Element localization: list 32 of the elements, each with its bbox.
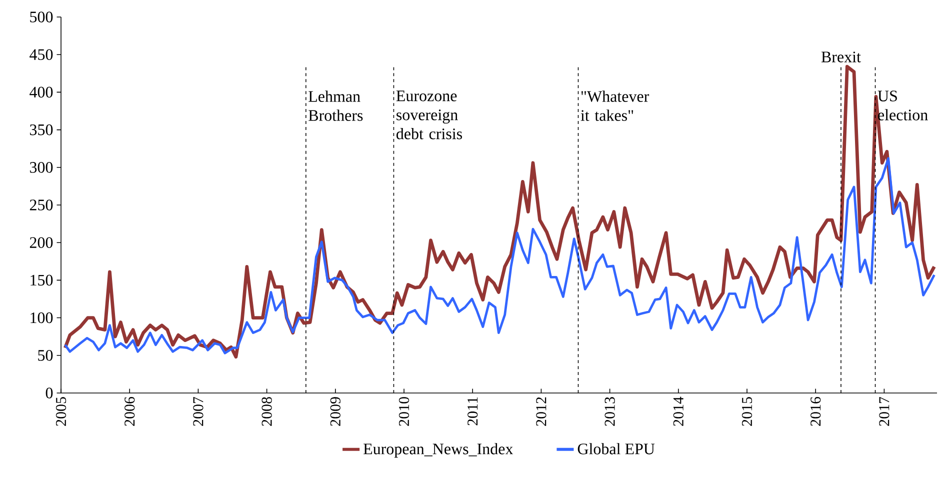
- ref-line-label: Lehman Brothers: [308, 90, 363, 121]
- x-tick-label: 2012: [536, 397, 546, 426]
- y-tick-label: 0: [46, 388, 53, 398]
- ref-line-label: "Whatever it takes": [580, 90, 650, 121]
- x-tick-label: 2010: [398, 397, 410, 426]
- x-tick-label: 2009: [330, 397, 340, 426]
- x-tick-label: 2005: [56, 397, 66, 426]
- ref-line-label: Brexit: [821, 52, 861, 62]
- y-tick-label: 500: [30, 12, 53, 22]
- y-tick-label: 300: [30, 162, 53, 173]
- y-tick-label: 450: [30, 49, 53, 60]
- y-tick-label: 100: [30, 312, 53, 324]
- x-tick-label: 2011: [468, 397, 478, 426]
- x-tick-label: 2016: [810, 396, 821, 426]
- line-series: [64, 157, 936, 354]
- y-tick-label: 400: [30, 86, 53, 98]
- x-tick-label: 2013: [604, 397, 615, 426]
- x-tick-label: 2014: [673, 396, 684, 426]
- x-tick-label: 2008: [262, 397, 272, 426]
- x-tick-label: 2017: [879, 396, 890, 426]
- y-tick-label: 350: [30, 124, 53, 136]
- y-tick-label: 250: [30, 200, 53, 210]
- x-tick-label: 2015: [742, 397, 752, 426]
- legend-label: Global EPU: [578, 443, 655, 454]
- line-series: [63, 64, 936, 359]
- y-tick-label: 150: [30, 274, 53, 286]
- y-tick-label: 50: [38, 350, 53, 361]
- ref-line-label: Eurozone sovereign debt crisis: [396, 90, 462, 140]
- legend-label: European_News_Index: [364, 443, 514, 458]
- x-tick-label: 2006: [124, 396, 135, 426]
- y-tick-label: 200: [30, 237, 53, 248]
- x-tick-label: 2007: [193, 396, 204, 426]
